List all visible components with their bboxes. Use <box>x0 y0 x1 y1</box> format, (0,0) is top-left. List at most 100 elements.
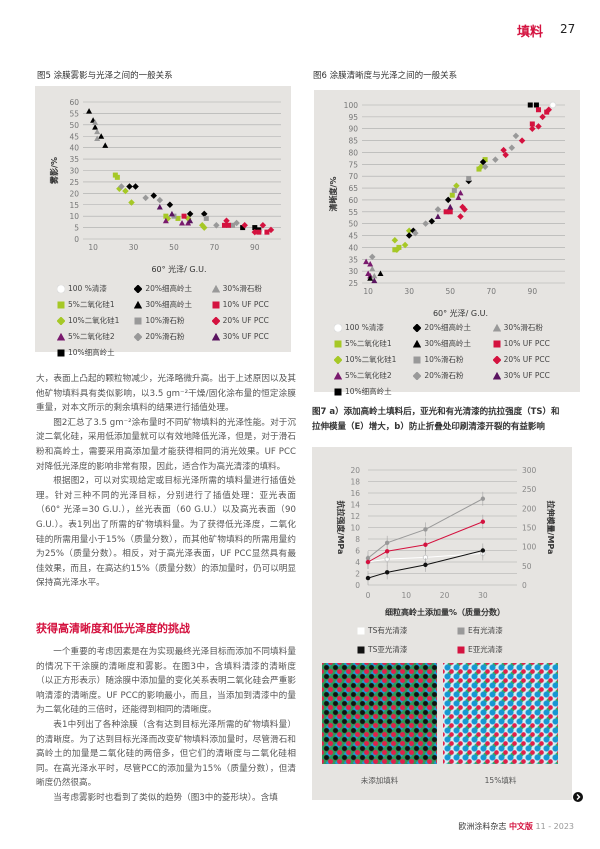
y-tick-label: 70 <box>348 172 358 181</box>
data-point <box>512 132 520 140</box>
data-point <box>384 570 390 575</box>
y-tick-label: 10 <box>350 524 360 533</box>
data-point <box>240 225 246 231</box>
data-point <box>126 183 133 190</box>
y-axis-label: 雾影/% <box>49 157 59 185</box>
circle-marker-icon <box>334 323 342 332</box>
edition: 中文版 <box>508 822 533 831</box>
fig5-legend: 100 %清漆 20%细高岭土 30%滑石粉 5%二氧化硅1 30%细高岭土 10% UF… <box>57 283 289 358</box>
diamond-marker-icon <box>334 355 342 364</box>
diamond-marker-icon <box>57 316 65 325</box>
y-right-tick-label: 250 <box>522 485 537 494</box>
data-point <box>535 107 541 113</box>
data-point <box>549 101 557 109</box>
data-point <box>457 213 464 220</box>
y-tick-label: 35 <box>69 155 79 164</box>
data-point <box>482 157 488 163</box>
legend-item: 10% UF PCC <box>493 338 572 349</box>
body-column-2: 一个重要的考虑因素是在为实现最终光泽目标而添加不同填料量的情况下干涂膜的清晰度和… <box>36 645 296 806</box>
fig7-box: 0 2 4 6 8 10 12 14 16 18 20 0 50 100 150 200 250 300 0 10 20… <box>312 447 572 800</box>
data-point <box>114 174 120 180</box>
data-point <box>226 222 232 228</box>
data-point <box>405 227 413 235</box>
legend-item: 20% UF PCC <box>492 354 572 365</box>
fig5-chart: 0 5 10 15 20 25 30 35 40 45 50 55 60 10 30 50 70 90 60° 光泽… <box>49 98 281 274</box>
legend-label: 20%细高岭土 <box>145 284 192 293</box>
triangle-marker-icon <box>211 332 220 340</box>
triangle-marker-icon <box>57 332 65 340</box>
data-point <box>508 144 516 151</box>
y-tick-label: 30 <box>69 167 79 176</box>
legend-marker <box>57 332 65 340</box>
y-tick-label: 85 <box>348 137 358 146</box>
series-line <box>367 521 484 563</box>
triangle-marker-icon <box>211 284 220 292</box>
legend-item: 5%二氧化硅2 <box>334 370 413 381</box>
square-marker-icon <box>413 356 421 363</box>
y-right-tick-label: 100 <box>522 543 537 552</box>
data-point <box>367 275 374 281</box>
legend-item: 100 %清漆 <box>334 322 413 333</box>
x-tick-label: 90 <box>250 243 260 252</box>
legend-label: TS亚光清漆 <box>368 645 408 654</box>
arrow-right-circle-icon[interactable] <box>573 792 583 802</box>
fig6-box: 25 30 35 40 45 50 55 60 65 70 75 80 85 90 95 100 10 30 50 7… <box>314 90 580 396</box>
legend-label: 30%滑石粉 <box>503 323 543 332</box>
data-point <box>92 124 99 130</box>
legend-label: 30%细高岭土 <box>145 300 192 309</box>
square-marker-icon <box>134 317 142 324</box>
diamond-marker-icon <box>211 316 220 325</box>
data-point <box>132 183 139 190</box>
data-point <box>476 166 482 172</box>
y-right-tick-label: 300 <box>522 466 537 475</box>
legend-marker <box>134 284 143 293</box>
x-tick-label: 20 <box>440 591 450 600</box>
legend-item: 100 %清漆 <box>57 283 134 294</box>
legend-label: 10% UF PCC <box>222 300 269 309</box>
data-point <box>168 210 175 217</box>
y-tick-label: 25 <box>69 178 79 187</box>
data-point <box>481 163 489 170</box>
fig6-legend: 100 %清漆 20%细高岭土 30%滑石粉 5%二氧化硅1 30%细高岭土 10% UF… <box>334 322 572 397</box>
data-point <box>201 210 208 218</box>
diamond-marker-icon <box>492 355 501 364</box>
series-line <box>367 552 483 563</box>
photo-caption: 15%填料 <box>484 776 517 785</box>
legend-label: 30%滑石粉 <box>222 284 262 293</box>
data-point <box>423 562 428 568</box>
fig5-box: 0 5 10 15 20 25 30 35 40 45 50 55 60 10 30 50 70 90 60° 光泽… <box>35 86 291 357</box>
data-point <box>529 121 535 127</box>
x-tick-label: 10 <box>363 287 373 296</box>
y-tick-label: 16 <box>350 489 360 498</box>
x-tick-label: 50 <box>169 243 179 252</box>
data-point <box>423 527 428 532</box>
y-tick-label: 18 <box>350 478 360 487</box>
data-point <box>449 192 455 198</box>
square-marker-icon <box>457 627 465 634</box>
data-point <box>527 102 533 108</box>
data-point <box>377 270 384 277</box>
fig7-title-line: 拉伸模量（E）增大，b）防止折叠处印刷清漆开裂的有益影响 <box>312 422 545 432</box>
fig7-legend: TS有光清漆 E有光清漆 TS亚光清漆 E亚光清漆 <box>357 625 557 655</box>
data-point <box>363 258 370 265</box>
data-point <box>122 187 129 195</box>
y-tick-label: 35 <box>348 255 358 264</box>
legend-item: 30%细高岭土 <box>413 338 492 349</box>
legend-marker <box>57 316 65 325</box>
y-tick-label: 4 <box>355 558 360 567</box>
data-point <box>457 189 464 196</box>
legend-marker <box>413 323 422 332</box>
issue: 11 - 2023 <box>535 822 574 831</box>
legend-label: 10%滑石粉 <box>145 316 185 325</box>
legend-item: 30% UF PCC <box>492 370 572 381</box>
fig6-title: 图6 涂膜清晰度与光泽之间的一般关系 <box>313 71 458 81</box>
diamond-marker-icon <box>134 332 143 341</box>
y-tick-label: 80 <box>348 148 358 157</box>
data-point <box>384 540 390 546</box>
data-point <box>391 237 399 244</box>
triangle-marker-icon <box>492 323 501 331</box>
y-tick-label: 6 <box>355 547 360 556</box>
data-point <box>371 272 378 279</box>
photo-caption: 未添加填料 <box>360 776 399 785</box>
legend-marker <box>334 340 342 347</box>
